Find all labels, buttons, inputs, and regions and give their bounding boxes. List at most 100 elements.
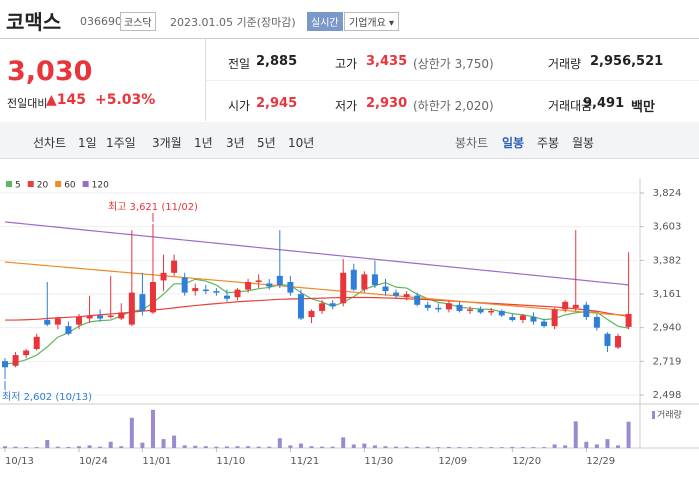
candle-body: [23, 350, 30, 356]
item-label: 전일: [228, 57, 251, 71]
candle-body: [128, 292, 135, 325]
candle-body: [604, 333, 611, 346]
candle-body: [223, 295, 230, 299]
market-badge: 코스닥: [120, 12, 156, 31]
legend-label: 20: [37, 181, 49, 191]
tab[interactable]: 1일: [78, 136, 97, 150]
x-tick-label: 10/13: [5, 456, 34, 467]
candle-body: [319, 303, 326, 311]
tab[interactable]: 3개월: [152, 136, 182, 150]
candle-body: [139, 294, 146, 311]
tab[interactable]: 주봉: [537, 136, 560, 150]
candle-body: [435, 307, 442, 310]
item-label: 고가: [335, 57, 358, 71]
tab[interactable]: 3년: [226, 136, 245, 150]
volume-bar: [87, 445, 92, 448]
volume-bar: [55, 446, 60, 448]
volume-bar: [161, 439, 166, 448]
candle-body: [498, 310, 505, 316]
tab[interactable]: 5년: [257, 136, 276, 150]
candle-body: [245, 281, 252, 290]
item-value: 2,885: [256, 54, 298, 69]
company-button[interactable]: 기업개요 ▾: [344, 12, 399, 31]
candle-body: [118, 312, 125, 319]
candle-body: [530, 317, 537, 322]
candle-body: [350, 269, 357, 290]
candle-body: [393, 292, 400, 296]
candle-body: [488, 310, 495, 313]
tab[interactable]: 월봉: [572, 136, 595, 150]
volume-bar: [425, 446, 430, 448]
candle-body: [75, 317, 82, 325]
volume-bar: [341, 437, 346, 448]
volume-bar: [235, 446, 240, 448]
volume-bar: [436, 447, 441, 448]
y-tick-label: 3,603: [653, 222, 682, 233]
volume-bar: [119, 446, 124, 448]
tab[interactable]: 1주일: [106, 136, 136, 150]
x-tick-label: 11/10: [216, 456, 245, 467]
volume-bar: [404, 446, 409, 448]
tab-label: 선차트: [33, 136, 67, 150]
candle-body: [213, 291, 220, 293]
candle-body: [615, 336, 622, 348]
item-note: (하한가 2,020): [413, 99, 494, 113]
candle-body: [329, 303, 336, 307]
tab[interactable]: 1년: [194, 136, 213, 150]
volume-bar: [542, 447, 547, 448]
volume-bar: [246, 446, 251, 448]
volume-bar: [446, 446, 451, 448]
legend-label: 120: [92, 181, 109, 191]
item-value: 2,930: [366, 96, 408, 111]
candle-body: [297, 294, 304, 319]
candle-body: [572, 304, 579, 308]
candle-body: [371, 274, 378, 286]
ma-line: [5, 296, 629, 321]
volume-bar: [372, 445, 377, 448]
volume-bar: [193, 445, 198, 448]
volume-bar: [616, 445, 621, 448]
candle-body: [276, 275, 283, 286]
candle-body: [509, 317, 516, 321]
tab-label: 봉차트: [455, 136, 489, 150]
volume-bar: [489, 447, 494, 448]
volume-bar: [594, 444, 599, 448]
volume-bar: [129, 417, 134, 448]
item-value: 2,945: [256, 96, 298, 111]
x-tick-label: 12/29: [586, 456, 615, 467]
volume-bar: [45, 440, 50, 448]
candle-body: [287, 281, 294, 293]
volume-bar: [415, 446, 420, 448]
volume-bar: [267, 446, 272, 448]
annotation: 최고 3,621 (11/02): [108, 201, 198, 213]
date: 2023.01.05 기준(장마감): [170, 16, 296, 29]
candle-body: [625, 313, 632, 327]
volume-bar: [256, 446, 261, 448]
y-tick-label: 3,382: [653, 255, 682, 266]
candle-body: [403, 294, 410, 298]
volume-bar: [320, 446, 325, 448]
item-value: 2,956,521: [590, 54, 664, 69]
volume-bar: [584, 441, 589, 448]
item-label: 거래대금: [548, 99, 593, 113]
realtime-button[interactable]: 실시간: [307, 12, 343, 31]
candle-body: [86, 315, 93, 319]
candle-body: [361, 274, 368, 290]
item-unit: 백만: [631, 100, 655, 115]
volume-bar: [150, 409, 155, 448]
candle-body: [97, 315, 104, 319]
volume-bar: [605, 439, 610, 448]
annotation: 최저 2,602 (10/13): [2, 391, 92, 403]
volume-bar: [351, 444, 356, 448]
price: 3,030: [7, 56, 93, 87]
y-tick-label: 2,719: [653, 356, 682, 367]
candle-body: [583, 304, 590, 318]
volume-bar: [383, 446, 388, 448]
tab[interactable]: 일봉: [502, 136, 525, 150]
volume-bar: [24, 446, 29, 448]
volume-bar: [277, 438, 282, 448]
divider: [205, 39, 206, 121]
tab[interactable]: 10년: [288, 136, 315, 150]
candle-body: [551, 309, 558, 327]
